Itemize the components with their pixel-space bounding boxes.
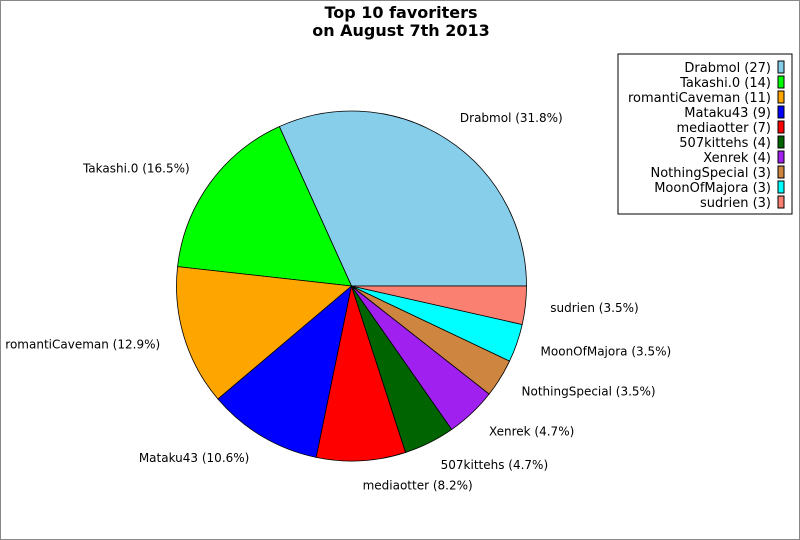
legend-box: [617, 53, 793, 215]
pie-slice-sudrien: [351, 285, 527, 325]
legend-swatch: [777, 135, 785, 149]
pie-slice-mataku43: [217, 284, 353, 458]
chart-title-line-1: Top 10 favoriters: [324, 3, 477, 22]
legend-entry: mediaotter (7): [676, 121, 771, 136]
legend-entry: Drabmol (27): [684, 61, 771, 76]
legend-swatch: [777, 90, 785, 104]
slice-label: sudrien (3.5%): [550, 301, 638, 315]
pie-slice-takashi-0: [177, 126, 353, 287]
legend-swatch: [777, 165, 785, 179]
legend-swatch: [777, 120, 785, 134]
legend-entry: 507kittehs (4): [679, 136, 771, 151]
slice-label: Mataku43 (10.6%): [139, 451, 250, 465]
legend-entry: Xenrek (4): [703, 151, 771, 166]
legend-swatch: [777, 180, 785, 194]
pie-slice-romanticaveman: [176, 266, 353, 400]
slice-label: MoonOfMajora (3.5%): [541, 344, 672, 358]
legend-swatch: [777, 195, 785, 209]
pie-slice-mediaotter: [315, 284, 407, 462]
legend-entry: MoonOfMajora (3): [654, 181, 771, 196]
slice-label: Drabmol (31.8%): [460, 111, 563, 125]
legend-entry: Mataku43 (9): [684, 106, 771, 121]
slice-label: 507kittehs (4.7%): [441, 458, 549, 472]
slice-label: Xenrek (4.7%): [489, 424, 574, 438]
slice-label: NothingSpecial (3.5%): [522, 384, 656, 398]
legend-swatch: [777, 105, 785, 119]
legend-entry: NothingSpecial (3): [650, 166, 771, 181]
legend-swatch: [777, 60, 785, 74]
legend-entry: romantiCaveman (11): [628, 91, 771, 106]
slice-label: romantiCaveman (12.9%): [5, 337, 160, 351]
legend-entry: Takashi.0 (14): [679, 76, 771, 91]
legend-swatch: [777, 75, 785, 89]
slice-label: Takashi.0 (16.5%): [82, 161, 190, 175]
legend-entry: sudrien (3): [700, 196, 771, 211]
pie-slice-drabmol: [278, 110, 527, 287]
chart-title-line-2: on August 7th 2013: [312, 21, 490, 40]
legend-swatch: [777, 150, 785, 164]
slice-label: mediaotter (8.2%): [363, 479, 473, 493]
